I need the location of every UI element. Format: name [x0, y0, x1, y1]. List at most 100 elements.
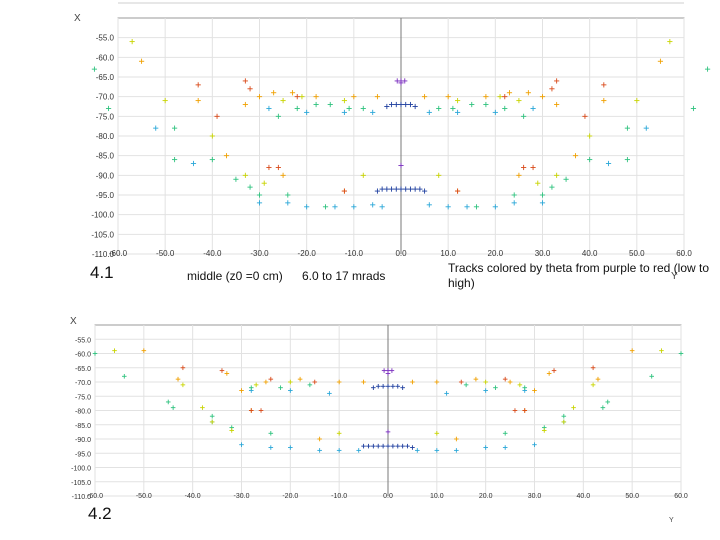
data-point: [402, 78, 408, 84]
data-point: [162, 98, 168, 104]
data-point: [410, 445, 415, 450]
data-point: [458, 379, 464, 385]
data-point: [275, 164, 281, 171]
data-point: [436, 172, 442, 178]
x-tick-label: 40.0: [582, 249, 598, 258]
x-tick-labels: -60.0 -50.0 -40.0 -30.0 -20.0 -10.0 0.0 10.0 20.…: [87, 493, 688, 500]
data-point: [454, 448, 459, 453]
x-tick-label: -40.0: [203, 249, 222, 258]
data-point: [294, 94, 300, 100]
data-point: [361, 443, 366, 449]
data-point: [532, 388, 537, 393]
data-point: [398, 186, 404, 192]
data-point: [497, 94, 503, 100]
data-point: [563, 176, 569, 182]
data-point: [690, 105, 697, 112]
data-point: [554, 172, 560, 178]
data-point: [341, 109, 347, 115]
data-point: [91, 66, 98, 72]
data-point: [370, 202, 376, 208]
data-point: [445, 204, 451, 210]
data-point: [469, 101, 475, 108]
data-point: [261, 180, 267, 186]
data-point: [571, 405, 576, 410]
data-point: [421, 94, 428, 100]
data-point: [229, 428, 235, 433]
data-point: [233, 176, 239, 182]
data-point: [275, 113, 281, 119]
data-point: [483, 388, 488, 393]
data-point: [371, 443, 376, 449]
data-point: [450, 105, 456, 112]
data-point: [288, 445, 293, 450]
data-point: [336, 431, 342, 436]
x-tick-labels: -60.0 -50.0 -40.0 -30.0 -20.0 -10.0 0.0 10.0 20.…: [109, 249, 692, 258]
data-point: [381, 368, 387, 373]
data-point: [704, 66, 711, 72]
data-point: [541, 428, 547, 433]
data-point: [483, 445, 488, 450]
data-point: [172, 157, 178, 163]
data-point: [389, 368, 395, 373]
data-point: [521, 113, 527, 119]
y-tick-label: -75.0: [96, 112, 115, 121]
x-axis-label: Y: [669, 517, 674, 524]
data-point: [322, 204, 329, 210]
data-point: [407, 101, 414, 108]
x-tick-label: -10.0: [331, 493, 347, 500]
data-point: [380, 443, 386, 449]
data-point: [561, 413, 567, 419]
data-point: [351, 94, 357, 100]
data-point: [317, 436, 322, 442]
data-point: [530, 164, 536, 171]
y-tick-label: -75.0: [75, 394, 91, 401]
x-tick-label: -60.0: [87, 493, 103, 500]
data-point: [271, 90, 277, 96]
data-point: [395, 443, 401, 449]
x-tick-label: -20.0: [282, 493, 298, 500]
y-tick-labels: -55.0 -60.0 -65.0 -70.0 -75.0 -80.0 -85.0 -90.0…: [71, 337, 91, 501]
data-point: [657, 58, 664, 64]
y-tick-label: -105.0: [91, 230, 114, 239]
data-point: [190, 160, 197, 167]
data-point: [313, 94, 319, 100]
data-point: [502, 94, 508, 100]
data-point: [464, 204, 470, 210]
data-point: [407, 186, 414, 192]
data-point: [601, 98, 607, 104]
data-point: [180, 382, 186, 388]
data-point: [327, 391, 332, 396]
data-point: [242, 101, 248, 108]
data-point: [535, 180, 541, 186]
data-point: [434, 431, 440, 436]
data-point: [280, 98, 286, 104]
x-tick-label: 10.0: [430, 493, 444, 500]
data-point: [294, 105, 300, 112]
y-axis-label: X: [70, 316, 77, 327]
x-tick-label: -20.0: [298, 249, 317, 258]
data-point: [398, 101, 404, 108]
data-point: [385, 383, 391, 389]
data-point: [483, 101, 489, 108]
x-tick-label: 60.0: [674, 493, 688, 500]
condition-caption: middle (z0 =0 cm): [187, 269, 283, 283]
y-tick-label: -95.0: [75, 451, 91, 458]
data-point: [170, 405, 176, 410]
data-point: [507, 379, 513, 385]
data-point: [209, 419, 215, 425]
data-point: [299, 94, 305, 100]
data-point: [398, 80, 404, 86]
data-point: [403, 101, 409, 108]
slide-label-4-1: 4.1: [90, 263, 114, 282]
data-point: [587, 133, 593, 139]
data-point: [521, 164, 527, 171]
data-point: [253, 382, 259, 388]
data-point: [493, 385, 498, 390]
data-point: [288, 379, 293, 385]
data-point: [209, 133, 215, 139]
data-point: [360, 172, 366, 178]
data-point: [105, 105, 112, 112]
y-tick-label: -85.0: [75, 423, 91, 430]
data-point: [532, 442, 537, 447]
